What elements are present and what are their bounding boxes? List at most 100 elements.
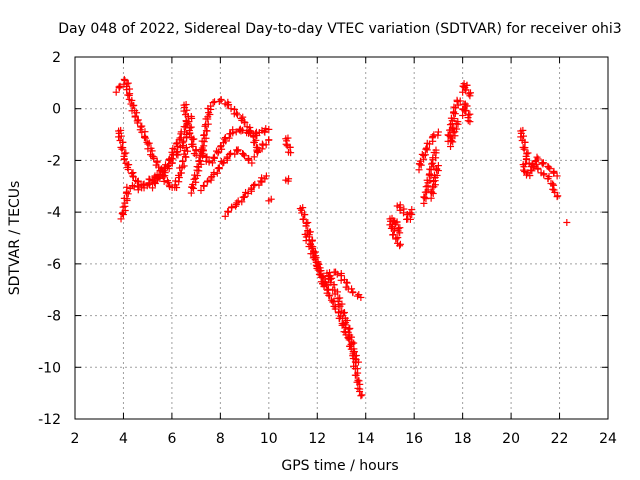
x-tick-label: 14 — [357, 431, 375, 447]
data-point — [240, 193, 248, 201]
plot-frame — [74, 56, 609, 420]
data-point — [463, 81, 471, 89]
data-point — [427, 188, 435, 196]
data-point — [133, 109, 141, 117]
y-tick-label: -2 — [47, 153, 61, 169]
data-point — [217, 143, 225, 151]
data-point — [124, 166, 132, 174]
data-point — [284, 177, 292, 185]
data-point — [258, 174, 266, 182]
y-tick-label: -6 — [47, 257, 61, 273]
data-point — [262, 172, 270, 180]
data-point — [210, 169, 218, 177]
data-point — [464, 117, 472, 125]
data-point — [456, 97, 464, 105]
data-point — [521, 144, 529, 152]
data-point — [346, 333, 354, 341]
data-point — [118, 145, 126, 153]
data-point — [232, 202, 240, 210]
data-point — [324, 275, 332, 283]
x-tick-label: 2 — [71, 431, 80, 447]
data-point — [203, 178, 211, 186]
data-point — [258, 140, 266, 148]
data-point — [175, 178, 183, 186]
data-point — [351, 358, 359, 366]
data-point — [420, 152, 428, 160]
data-point — [521, 168, 529, 176]
y-tick-label: -10 — [38, 360, 61, 376]
x-tick-label: 20 — [502, 431, 520, 447]
data-point — [400, 209, 408, 217]
data-point — [262, 141, 270, 149]
data-point — [223, 154, 231, 162]
data-point — [219, 159, 227, 167]
data-point — [151, 178, 159, 186]
data-point — [119, 144, 127, 152]
data-point — [253, 148, 261, 156]
data-point — [131, 112, 139, 120]
data-point — [427, 194, 435, 202]
data-point — [233, 111, 241, 119]
data-point — [318, 273, 326, 281]
data-point — [120, 75, 128, 83]
data-point — [463, 102, 471, 110]
grid-lines — [75, 57, 608, 419]
data-point — [415, 166, 423, 174]
data-point — [433, 165, 441, 173]
data-point — [326, 269, 334, 277]
data-point — [226, 130, 234, 138]
data-point — [176, 134, 184, 142]
data-point — [129, 102, 137, 110]
data-point — [462, 106, 470, 114]
data-point — [203, 127, 211, 135]
x-tick-label: 24 — [599, 431, 617, 447]
data-point — [422, 183, 430, 191]
data-point — [140, 134, 148, 142]
data-point — [158, 168, 166, 176]
data-point — [447, 143, 455, 151]
data-point — [330, 281, 338, 289]
data-point — [358, 391, 366, 399]
data-point — [434, 162, 442, 170]
data-point — [336, 302, 344, 310]
data-point — [534, 155, 542, 163]
data-point — [200, 182, 208, 190]
data-point — [221, 212, 229, 220]
data-point — [238, 198, 246, 206]
data-point — [346, 324, 354, 332]
data-point — [247, 185, 255, 193]
data-point — [526, 172, 534, 180]
data-point — [446, 121, 454, 129]
data-point — [220, 158, 228, 166]
data-point — [392, 220, 400, 228]
data-point — [233, 109, 241, 117]
data-point — [177, 169, 185, 177]
data-point — [349, 289, 357, 297]
data-point — [183, 106, 191, 114]
data-point — [234, 146, 242, 154]
data-point — [351, 371, 359, 379]
data-point — [250, 153, 258, 161]
data-point — [160, 177, 168, 185]
data-point — [267, 195, 275, 203]
data-point — [240, 118, 248, 126]
data-point — [314, 258, 322, 266]
data-point — [540, 170, 548, 178]
data-points — [112, 75, 571, 400]
data-point — [251, 180, 259, 188]
data-point — [205, 158, 213, 166]
data-point — [302, 237, 310, 245]
data-point — [462, 86, 470, 94]
data-point — [314, 266, 322, 274]
x-tick-label: 16 — [405, 431, 423, 447]
data-point — [145, 139, 153, 147]
data-point — [423, 144, 431, 152]
data-point — [265, 125, 273, 133]
data-point — [534, 164, 542, 172]
data-point — [198, 152, 206, 160]
data-point — [333, 270, 341, 278]
data-point — [325, 291, 333, 299]
data-point — [138, 122, 146, 130]
data-point — [120, 155, 128, 163]
data-point — [225, 101, 233, 109]
